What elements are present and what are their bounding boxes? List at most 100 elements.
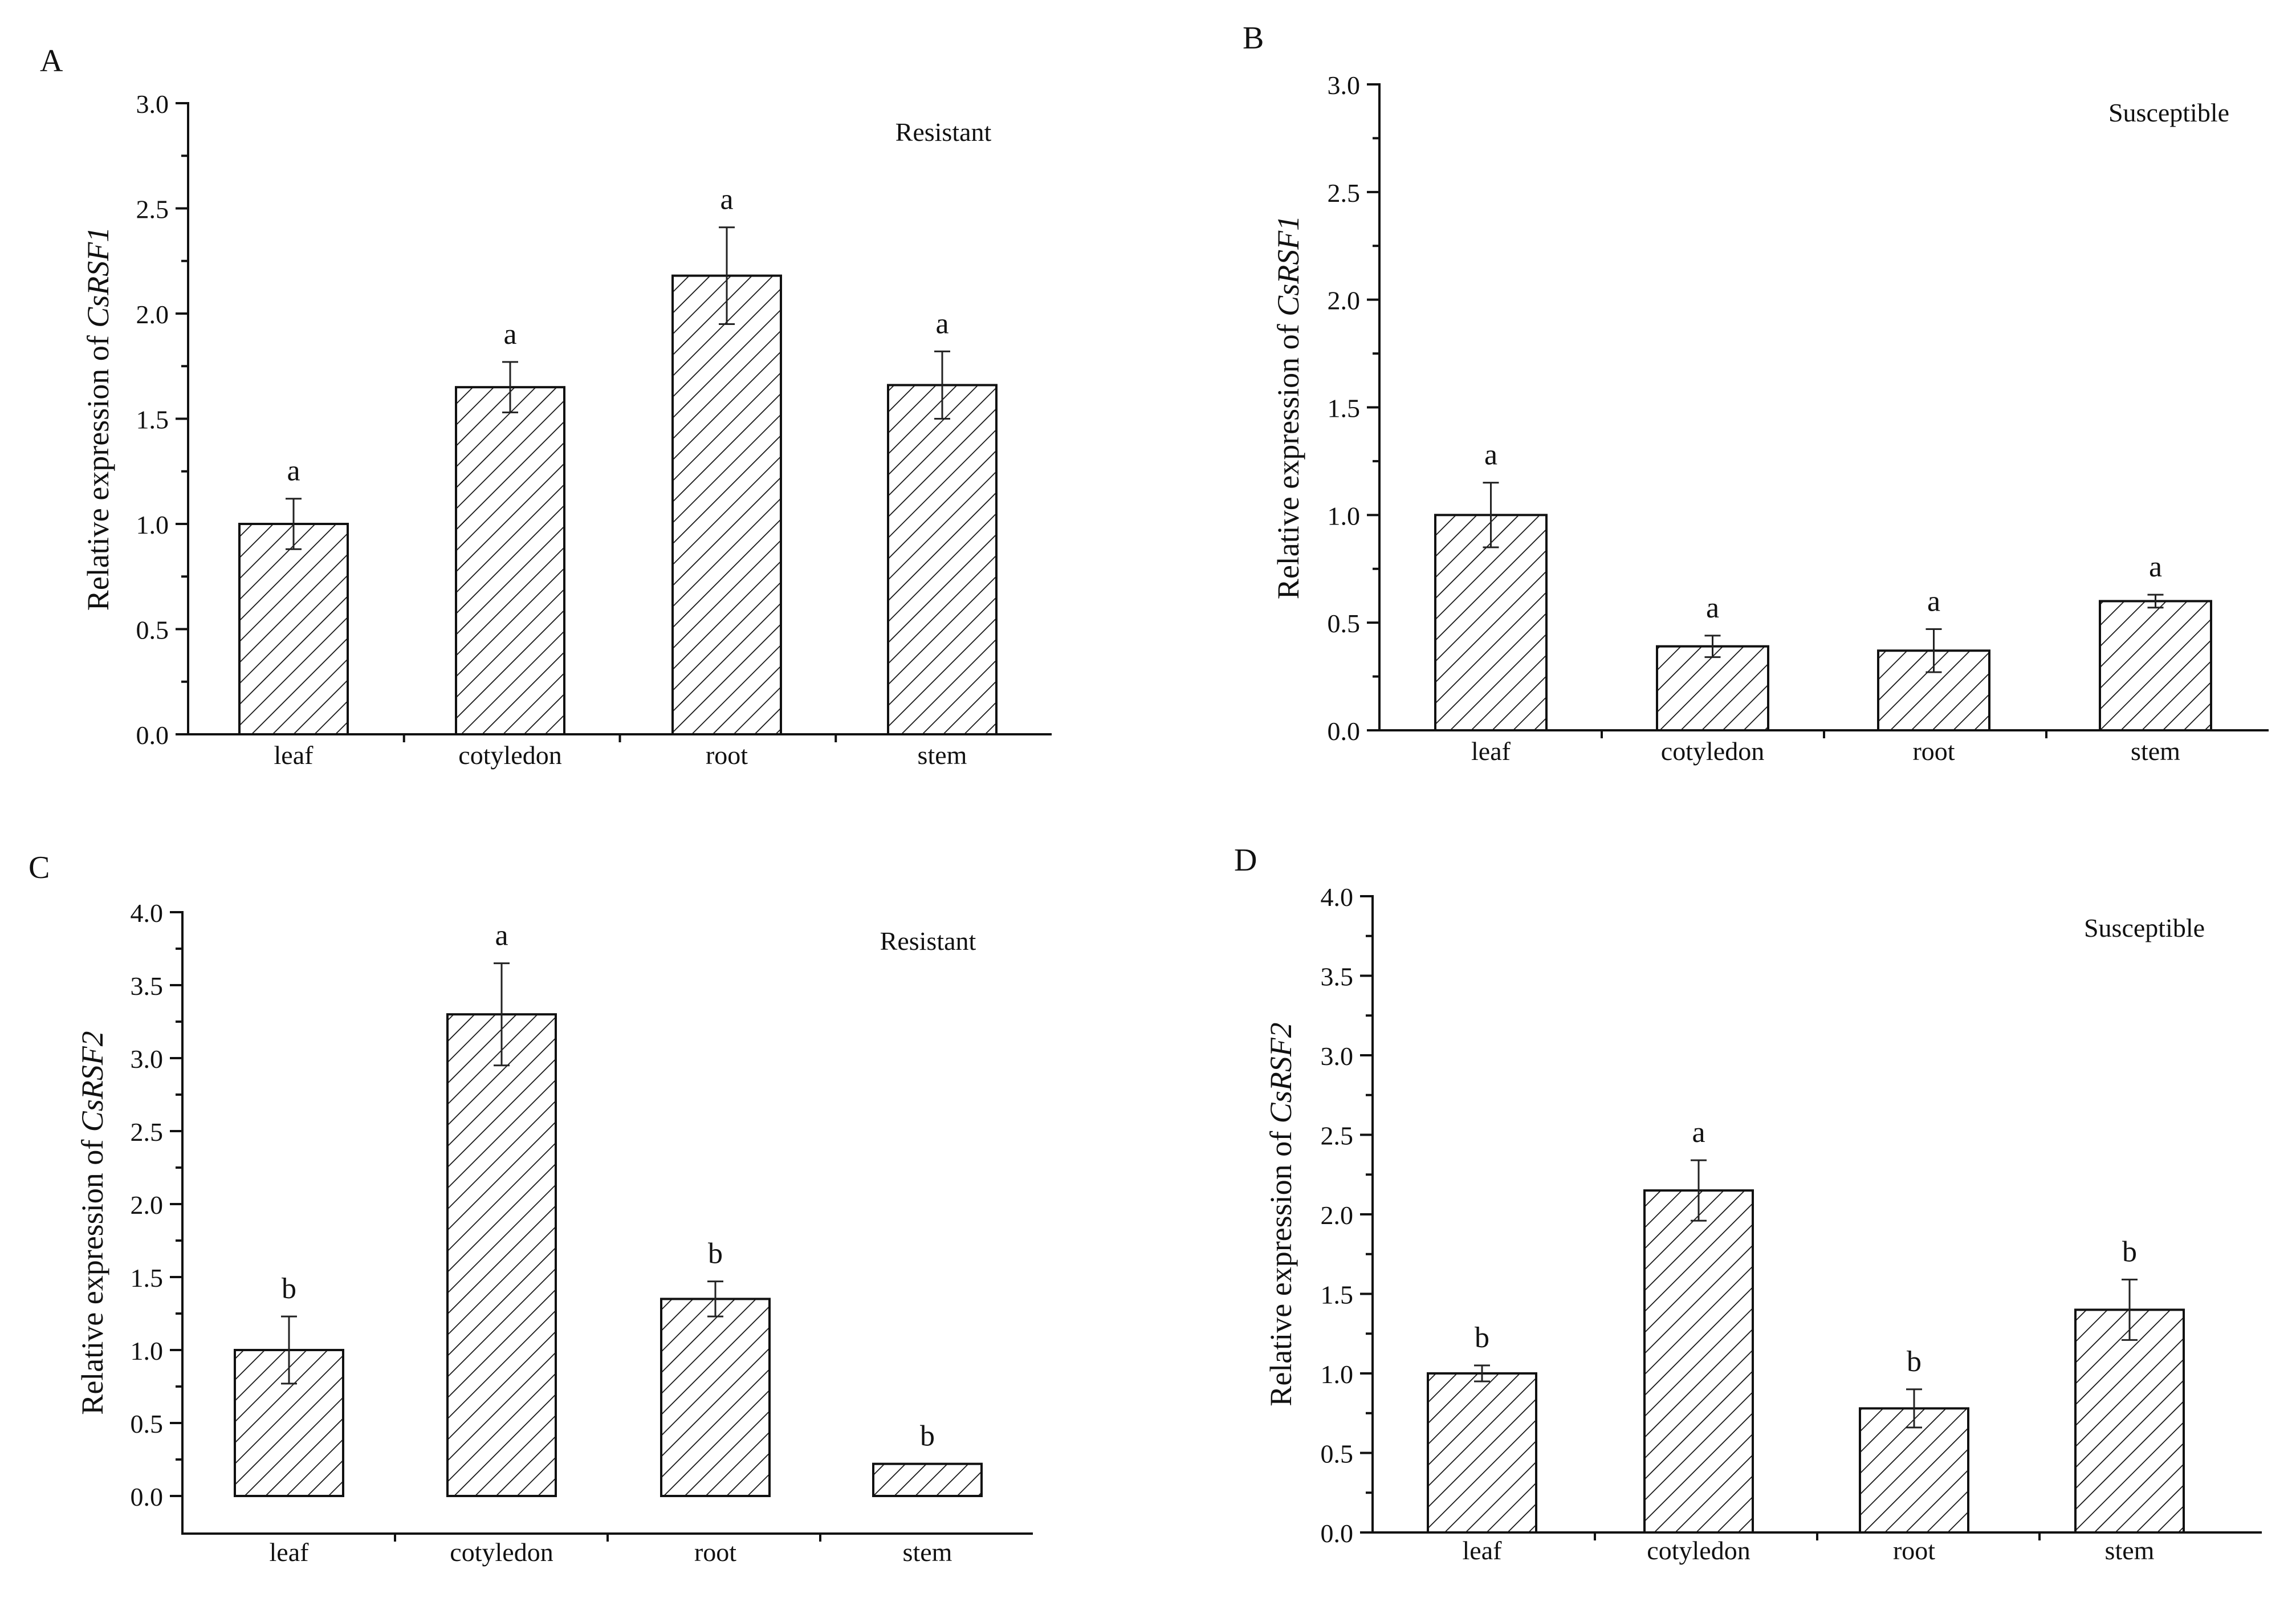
x-category-label: stem <box>903 1538 952 1567</box>
y-axis-label-gene: CsRSF2 <box>1264 1022 1298 1123</box>
y-tick-label: 1.5 <box>1321 1280 1354 1310</box>
panel-label: D <box>1234 843 1257 878</box>
x-category-label: leaf <box>1463 1536 1503 1565</box>
y-tick-label: 2.5 <box>1328 178 1361 208</box>
y-tick-label: 3.0 <box>1321 1042 1354 1071</box>
x-category-label: cotyledon <box>1661 737 1764 766</box>
y-tick-label: 4.0 <box>131 898 164 928</box>
y-tick-label: 0.0 <box>1328 717 1361 746</box>
x-category-label: leaf <box>1471 737 1511 766</box>
y-tick-label: 1.5 <box>136 405 169 434</box>
y-tick-label: 0.5 <box>1321 1440 1354 1469</box>
x-category-label: root <box>1912 737 1955 766</box>
significance-letter: a <box>935 307 948 340</box>
significance-letter: b <box>920 1420 935 1453</box>
y-axis-label-prefix: Relative expression of <box>81 328 115 611</box>
bar-stem <box>887 384 998 735</box>
panel-annotation: Resistant <box>895 117 992 147</box>
y-tick-label: 0.5 <box>1328 609 1361 638</box>
bar-leaf <box>1434 514 1548 731</box>
significance-letter: a <box>1484 439 1497 471</box>
y-tick-label: 3.0 <box>1328 71 1361 100</box>
y-tick-label: 1.0 <box>1321 1360 1354 1389</box>
bar-root <box>671 274 782 735</box>
y-axis-label-prefix: Relative expression of <box>1264 1123 1298 1406</box>
y-axis-label-gene: CsRSF1 <box>1271 216 1305 316</box>
panel-c: C 0.0 0.5 1.0 1.5 2.0 2.5 3.0 3.5 4.0 Relative exp… <box>29 850 1033 1567</box>
bar-stem <box>872 1462 983 1497</box>
x-category-label: cotyledon <box>1647 1536 1750 1565</box>
y-axis-label-prefix: Relative expression of <box>1271 316 1305 599</box>
significance-letter: b <box>1475 1322 1489 1354</box>
y-tick-label: 0.0 <box>131 1482 164 1511</box>
significance-letter: a <box>495 920 508 952</box>
y-tick-label: 2.0 <box>1328 286 1361 315</box>
y-axis-label-gene: CsRSF2 <box>75 1031 109 1132</box>
bar-leaf <box>1427 1372 1537 1534</box>
x-category-label: stem <box>2105 1536 2155 1565</box>
x-category-label: root <box>694 1538 736 1567</box>
bar-root <box>660 1298 771 1497</box>
x-category-label: stem <box>918 741 967 770</box>
x-category-label: cotyledon <box>458 741 561 770</box>
significance-letter: b <box>2122 1235 2137 1268</box>
y-tick-label: 3.0 <box>131 1044 164 1074</box>
y-tick-label: 0.0 <box>136 721 169 750</box>
y-tick-label: 1.5 <box>1328 394 1361 423</box>
significance-letter: b <box>282 1272 296 1305</box>
bar-cotyledon <box>455 386 565 735</box>
significance-letter: a <box>287 455 300 487</box>
significance-letter: a <box>2149 551 2162 583</box>
y-tick-label: 2.5 <box>131 1117 164 1146</box>
panel-annotation: Resistant <box>880 926 976 956</box>
panel-label: A <box>40 43 63 79</box>
y-tick-label: 1.0 <box>1328 501 1361 530</box>
bar-cotyledon <box>1656 645 1769 731</box>
x-category-label: stem <box>2131 737 2180 766</box>
panel-a: A 0.0 0.5 1.0 1.5 2.0 2.5 3.0 Relative expressio… <box>40 43 1052 770</box>
bar-stem <box>2074 1308 2185 1534</box>
bar-leaf <box>238 523 349 735</box>
y-tick-label: 3.5 <box>1321 962 1354 991</box>
y-tick-label: 3.5 <box>131 971 164 1001</box>
bar-cotyledon <box>1643 1189 1754 1534</box>
bar-root <box>1859 1407 1969 1534</box>
x-category-label: root <box>706 741 748 770</box>
x-category-label: root <box>1893 1536 1935 1565</box>
panel-annotation: Susceptible <box>2108 98 2229 127</box>
bar-stem <box>2099 600 2212 732</box>
significance-letter: b <box>1907 1345 1922 1378</box>
y-axis-label: Relative expression of CsRSF2 <box>75 1031 109 1414</box>
panel-label: B <box>1243 21 1264 56</box>
bar-cotyledon <box>446 1013 557 1497</box>
panel-d: D 0.0 0.5 1.0 1.5 2.0 2.5 3.0 3.5 4.0 Relative exp… <box>1234 843 2262 1565</box>
significance-letter: a <box>1927 585 1940 617</box>
y-tick-label: 0.0 <box>1321 1519 1354 1548</box>
y-tick-label: 2.5 <box>136 195 169 224</box>
y-axis-label: Relative expression of CsRSF2 <box>1264 1022 1298 1406</box>
y-axis-label: Relative expression of CsRSF1 <box>81 227 115 611</box>
significance-letter: a <box>1692 1116 1705 1149</box>
y-tick-label: 3.0 <box>136 90 169 119</box>
y-axis-label: Relative expression of CsRSF1 <box>1271 216 1305 599</box>
y-axis-label-gene: CsRSF1 <box>81 227 115 328</box>
panel-b: B 0.0 0.5 1.0 1.5 2.0 2.5 3.0 Relative expressio… <box>1243 21 2269 766</box>
panel-label: C <box>29 850 50 885</box>
significance-letter: a <box>1706 592 1719 624</box>
y-tick-label: 0.5 <box>131 1409 164 1438</box>
y-tick-label: 1.0 <box>136 510 169 539</box>
y-tick-label: 2.0 <box>1321 1201 1354 1230</box>
panel-annotation: Susceptible <box>2084 913 2205 942</box>
y-tick-label: 1.5 <box>131 1263 164 1292</box>
y-tick-label: 0.5 <box>136 616 169 645</box>
y-tick-label: 2.5 <box>1321 1121 1354 1150</box>
x-category-label: cotyledon <box>450 1538 553 1567</box>
y-tick-label: 1.0 <box>131 1336 164 1365</box>
significance-letter: a <box>720 184 733 216</box>
significance-letter: b <box>708 1238 723 1270</box>
y-tick-label: 4.0 <box>1321 883 1354 912</box>
y-tick-label: 2.0 <box>136 300 169 329</box>
y-tick-label: 2.0 <box>131 1190 164 1219</box>
significance-letter: a <box>503 318 516 351</box>
